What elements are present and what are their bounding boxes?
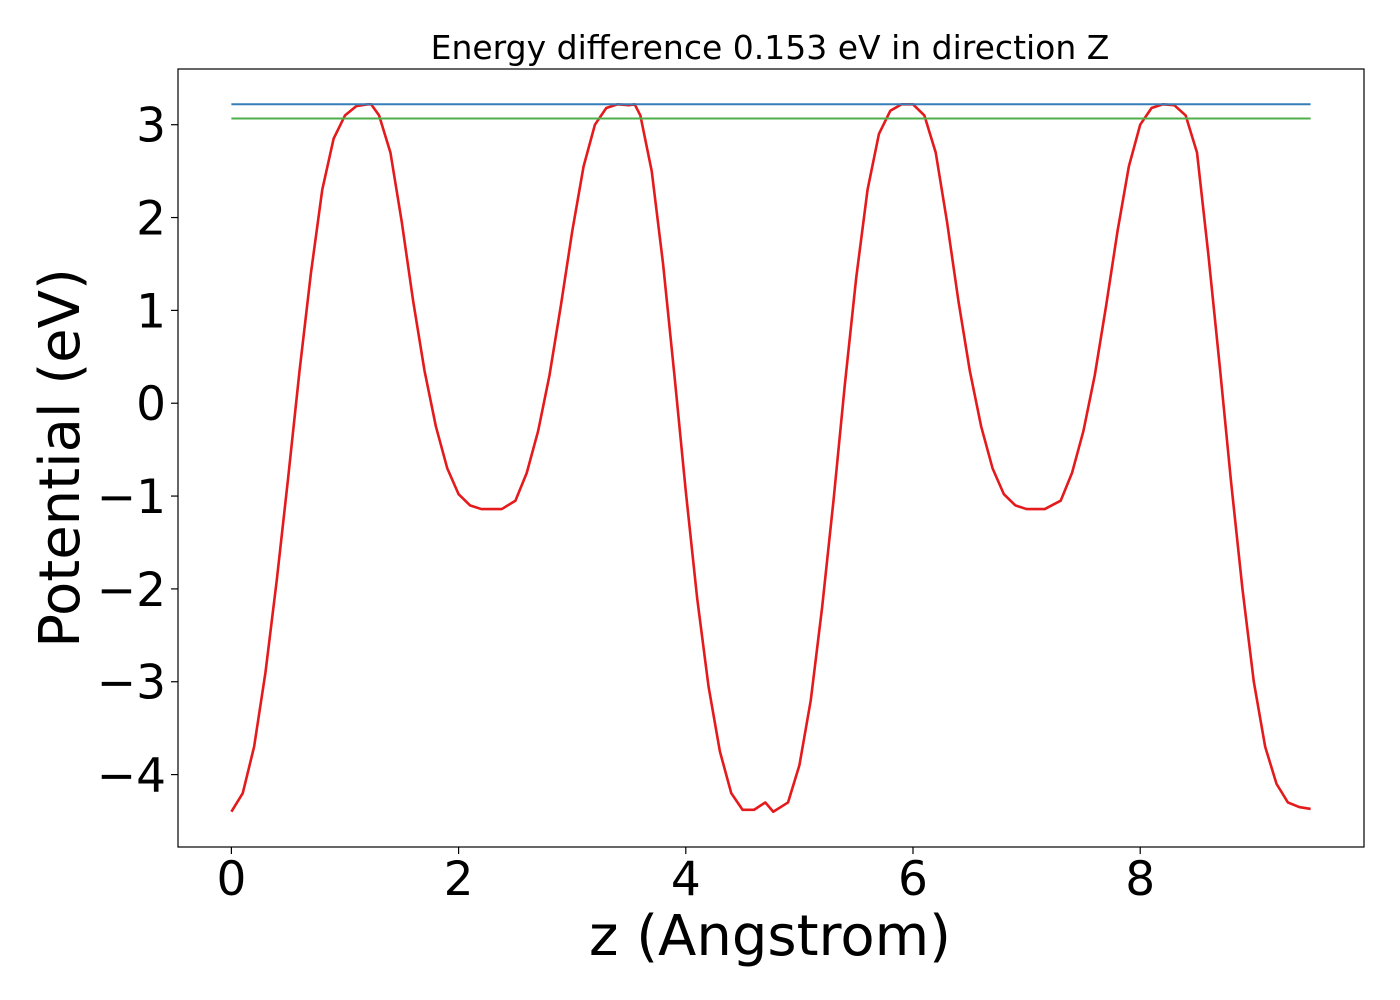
x-tick-label: 8 — [1125, 852, 1155, 907]
y-tick-label: 1 — [136, 284, 166, 339]
plot-area — [177, 68, 1365, 848]
x-tick-label: 2 — [444, 852, 474, 907]
x-axis: 0 2 4 6 8 — [216, 847, 1155, 907]
y-tick-label: 0 — [136, 377, 166, 432]
x-tick-label: 4 — [671, 852, 701, 907]
y-tick-label: −4 — [97, 749, 166, 804]
x-tick-label: 0 — [216, 852, 246, 907]
y-tick-label: −3 — [97, 656, 166, 711]
plot-frame — [177, 68, 1365, 848]
y-axis-title: Potential (eV) — [28, 268, 93, 648]
potential-curve — [230, 102, 1311, 814]
series-layer — [230, 102, 1311, 814]
x-axis-title: z (Angstrom) — [589, 904, 951, 969]
y-tick-label: 2 — [136, 192, 166, 247]
y-tick-label: 3 — [136, 99, 166, 154]
chart-title: Energy difference 0.153 eV in direction … — [431, 28, 1110, 67]
y-tick-label: −2 — [97, 563, 166, 618]
y-tick-label: −1 — [97, 470, 166, 525]
y-axis: −4 −3 −2 −1 0 1 2 3 — [97, 99, 178, 804]
x-tick-label: 6 — [898, 852, 928, 907]
